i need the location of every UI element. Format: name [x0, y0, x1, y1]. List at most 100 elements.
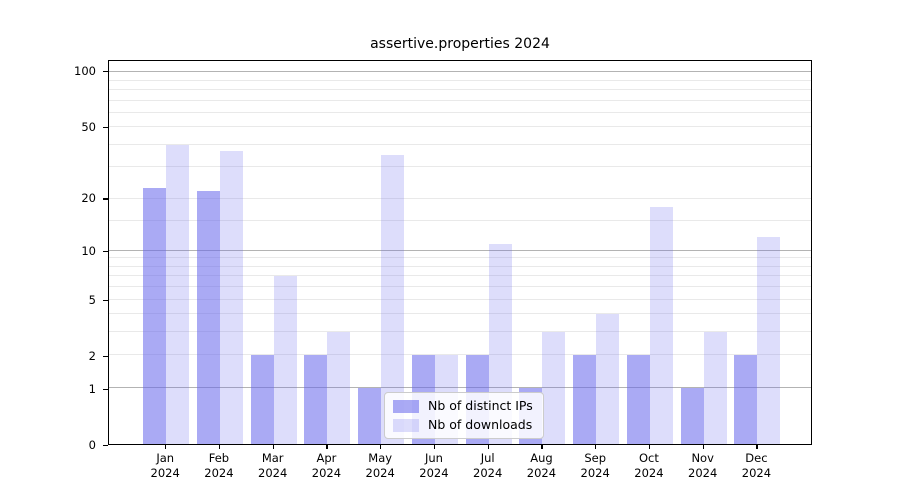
x-tick-month: Feb — [208, 451, 230, 465]
x-tick-mark-dec — [756, 445, 758, 449]
gridline-minor-5 — [109, 298, 811, 300]
x-tick-year: 2024 — [419, 466, 449, 480]
y-tick-mark-10 — [103, 250, 108, 252]
y-tick-mark-2 — [103, 356, 108, 358]
x-tick-year: 2024 — [258, 466, 288, 480]
x-tick-year: 2024 — [204, 466, 234, 480]
gridline-minor-2 — [109, 354, 811, 356]
legend-label-distinct-ips: Nb of distinct IPs — [428, 398, 533, 413]
x-tick-mark-nov — [702, 445, 704, 449]
x-tick-month: Jun — [424, 451, 443, 465]
gridline-minor-70 — [109, 99, 811, 101]
x-tick-mark-jan — [165, 445, 167, 449]
x-tick-month: Oct — [638, 451, 659, 465]
bar-apr-distinct-ips — [304, 355, 328, 444]
x-tick-label-apr: Apr 2024 — [296, 451, 356, 481]
bar-feb-downloads — [219, 150, 243, 444]
gridline-minor-90 — [109, 79, 811, 81]
gridline-major-10 — [109, 249, 811, 251]
x-tick-year: 2024 — [526, 466, 557, 480]
gridline-minor-15 — [109, 219, 811, 221]
x-tick-mark-jul — [487, 445, 489, 449]
x-tick-year: 2024 — [688, 466, 718, 480]
bar-feb-distinct-ips — [196, 191, 220, 444]
gridline-minor-80 — [109, 88, 811, 90]
x-tick-mark-oct — [648, 445, 651, 449]
gridline-major-100 — [109, 71, 811, 73]
gridline-minor-9 — [109, 257, 811, 259]
x-tick-month: Nov — [691, 451, 714, 465]
x-tick-mark-sep — [595, 445, 597, 449]
y-tick-label-0: 0 — [88, 438, 96, 452]
gridline-minor-30 — [109, 166, 811, 168]
bar-dec-downloads — [757, 237, 781, 444]
gridline-minor-7 — [109, 275, 811, 277]
gridline-minor-50 — [109, 126, 811, 128]
bar-jan-distinct-ips — [143, 187, 167, 444]
x-tick-label-jan: Jan 2024 — [135, 451, 195, 481]
x-tick-month: Sep — [584, 451, 607, 465]
x-tick-label-may: May 2024 — [350, 451, 410, 481]
x-tick-year: 2024 — [741, 466, 772, 480]
gridline-minor-4 — [109, 313, 811, 315]
y-tick-mark-5 — [103, 299, 108, 302]
bar-nov-distinct-ips — [680, 388, 704, 444]
x-tick-label-nov: Nov 2024 — [673, 451, 733, 481]
x-tick-month: Dec — [745, 451, 768, 465]
y-tick-mark-0 — [103, 445, 108, 447]
y-tick-mark-50 — [103, 126, 108, 128]
y-tick-label-50: 50 — [81, 119, 96, 134]
x-tick-mark-apr — [326, 445, 328, 449]
x-tick-mark-feb — [218, 445, 221, 449]
bar-apr-downloads — [327, 332, 351, 444]
gridline-minor-40 — [109, 143, 811, 145]
x-tick-mark-jun — [433, 445, 436, 449]
bar-oct-downloads — [649, 206, 673, 444]
x-tick-month: Apr — [316, 451, 337, 465]
x-tick-year: 2024 — [311, 466, 342, 480]
x-tick-month: Jul — [480, 451, 495, 465]
y-tick-label-1: 1 — [88, 381, 96, 396]
legend-item-distinct-ips: Nb of distinct IPs — [393, 398, 534, 414]
plot-area — [108, 60, 812, 445]
x-tick-year: 2024 — [150, 466, 180, 480]
bar-nov-downloads — [703, 332, 727, 444]
y-tick-label-5: 5 — [88, 292, 96, 307]
bar-dec-distinct-ips — [734, 355, 758, 444]
x-tick-label-feb: Feb 2024 — [189, 451, 249, 481]
bar-may-downloads — [381, 155, 405, 444]
bar-aug-downloads — [542, 332, 566, 444]
bar-oct-distinct-ips — [626, 355, 650, 444]
x-tick-year: 2024 — [473, 466, 503, 480]
x-tick-year: 2024 — [634, 466, 664, 480]
x-tick-month: Jan — [156, 451, 175, 465]
bar-mar-downloads — [273, 276, 297, 444]
gridline-minor-8 — [109, 265, 811, 267]
bar-sep-distinct-ips — [573, 355, 597, 444]
y-tick-mark-20 — [103, 198, 108, 200]
legend-swatch-downloads — [393, 418, 419, 432]
x-tick-year: 2024 — [580, 466, 610, 480]
x-tick-mark-mar — [272, 445, 274, 449]
x-tick-month: Aug — [530, 451, 553, 465]
y-tick-label-2: 2 — [88, 349, 96, 364]
y-tick-mark-100 — [103, 71, 108, 73]
y-tick-label-100: 100 — [74, 64, 96, 79]
y-tick-label-20: 20 — [81, 191, 96, 206]
gridline-minor-60 — [109, 111, 811, 113]
x-tick-month: May — [368, 451, 393, 465]
bar-may-distinct-ips — [358, 388, 382, 444]
bar-jan-downloads — [166, 144, 190, 444]
y-tick-label-10: 10 — [81, 243, 96, 258]
x-tick-month: Mar — [261, 451, 284, 465]
x-tick-label-jul: Jul 2024 — [458, 451, 518, 481]
x-tick-year: 2024 — [365, 466, 395, 480]
chart-title: assertive.properties 2024 — [370, 36, 550, 52]
gridline-major-1 — [109, 387, 811, 389]
legend-item-downloads: Nb of downloads — [393, 417, 534, 433]
gridline-minor-20 — [109, 197, 811, 199]
x-tick-label-jun: Jun 2024 — [404, 451, 464, 481]
legend-label-downloads: Nb of downloads — [428, 417, 533, 432]
bar-mar-distinct-ips — [250, 355, 274, 444]
